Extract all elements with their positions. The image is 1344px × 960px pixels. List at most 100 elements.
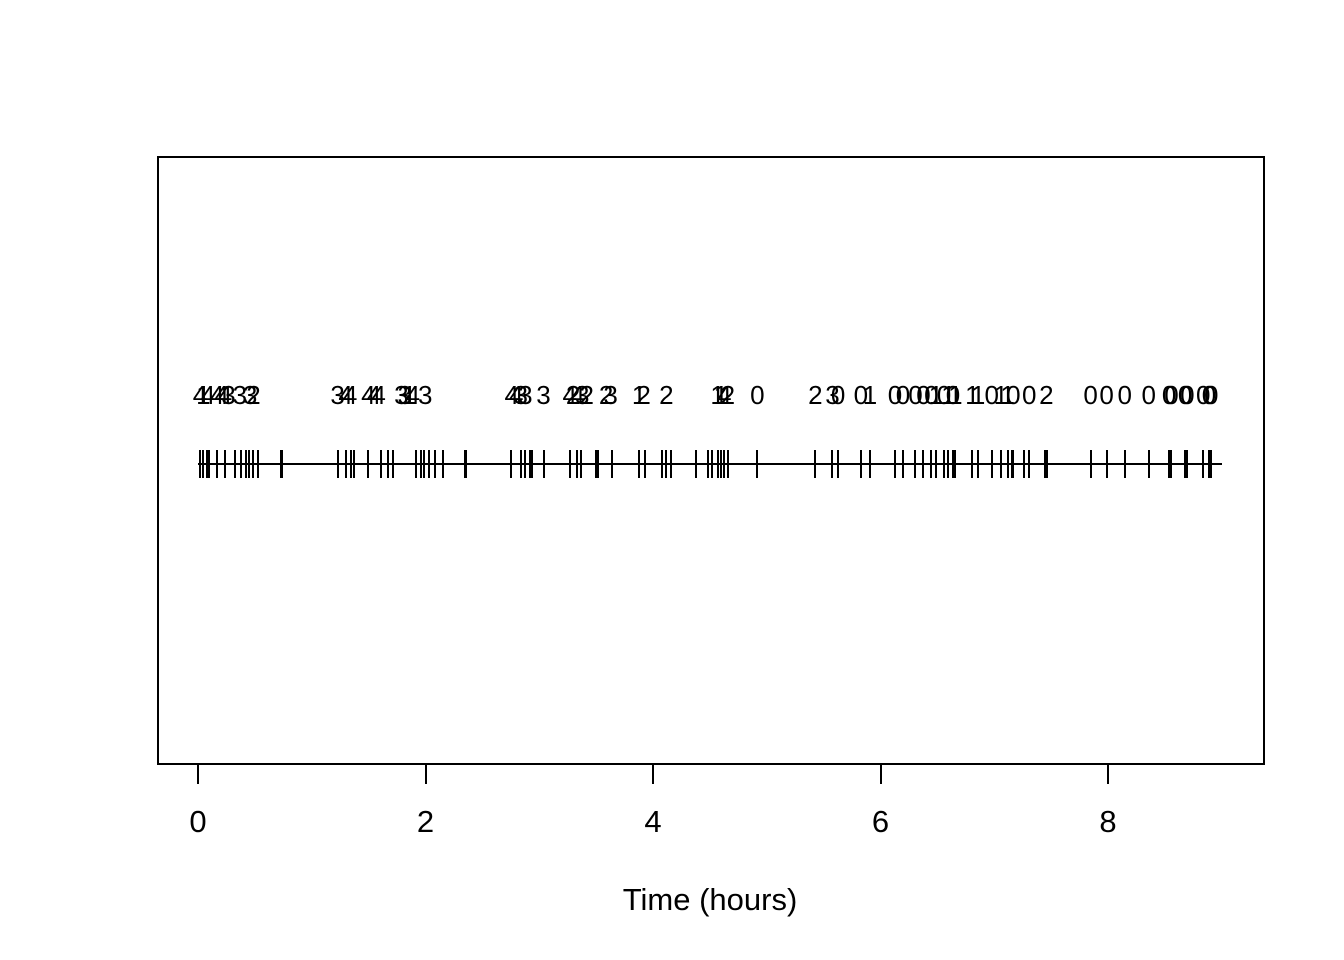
timeline-axis-line bbox=[198, 463, 1223, 465]
event-rug-tick bbox=[531, 450, 534, 478]
x-axis-tick-label: 4 bbox=[644, 804, 662, 839]
event-count-label: 0 bbox=[924, 380, 939, 410]
event-count-label: 4 bbox=[214, 380, 229, 410]
event-rug-tick bbox=[202, 450, 205, 478]
event-rug-tick bbox=[1184, 450, 1187, 478]
event-count-label: 0 bbox=[1117, 380, 1133, 410]
event-count-label: 3 bbox=[397, 380, 412, 410]
event-rug-tick bbox=[524, 450, 527, 478]
event-count-label: 4 bbox=[371, 380, 386, 410]
event-count-label: 4 bbox=[717, 380, 732, 410]
event-rug-tick bbox=[930, 450, 933, 478]
event-rug-tick bbox=[465, 450, 468, 478]
event-count-label: 3 bbox=[330, 380, 345, 410]
event-count-label: 4 bbox=[209, 380, 225, 410]
event-rug-tick bbox=[665, 450, 668, 478]
event-count-label: 3 bbox=[513, 380, 528, 410]
event-rug-tick bbox=[597, 450, 600, 478]
event-rug-tick bbox=[434, 450, 437, 478]
event-rug-tick bbox=[280, 450, 283, 478]
event-rug-tick bbox=[1168, 450, 1171, 478]
event-rug-tick bbox=[1028, 450, 1031, 478]
event-count-label: 3 bbox=[242, 380, 258, 410]
event-rug-tick bbox=[922, 450, 925, 478]
event-rug-tick bbox=[942, 450, 945, 478]
x-axis-tick bbox=[424, 763, 427, 784]
event-count-label: 1 bbox=[993, 380, 1009, 410]
event-count-label: 4 bbox=[366, 380, 382, 410]
event-rug-tick bbox=[971, 450, 974, 478]
event-rug-tick bbox=[947, 450, 950, 478]
event-count-label: 0 bbox=[1177, 380, 1193, 410]
event-count-label: 3 bbox=[394, 380, 409, 410]
event-rug-tick bbox=[257, 450, 259, 478]
event-count-label: 0 bbox=[936, 380, 952, 410]
event-count-label: 0 bbox=[916, 380, 931, 410]
event-rug-tick bbox=[719, 450, 722, 478]
event-rug-tick bbox=[350, 450, 353, 478]
event-count-label: 4 bbox=[361, 380, 376, 410]
event-rug-tick bbox=[999, 450, 1002, 478]
event-rug-tick bbox=[542, 450, 545, 478]
event-rug-tick bbox=[415, 450, 418, 478]
event-rug-tick bbox=[1089, 450, 1092, 478]
event-rug-tick bbox=[831, 450, 834, 478]
event-rug-tick bbox=[610, 450, 613, 478]
event-rug-tick bbox=[367, 450, 370, 478]
event-count-label: 0 bbox=[1083, 380, 1098, 410]
event-rug-tick bbox=[934, 450, 937, 478]
event-rug-tick bbox=[1170, 450, 1173, 478]
event-count-label: 4 bbox=[342, 380, 358, 410]
x-axis-tick bbox=[879, 763, 882, 784]
event-count-label: 4 bbox=[200, 380, 216, 410]
event-count-label: 0 bbox=[895, 380, 911, 410]
event-count-label: 1 bbox=[710, 380, 725, 410]
event-count-label: 0 bbox=[984, 380, 999, 410]
event-count-label: 3 bbox=[232, 380, 248, 410]
event-count-label: 4 bbox=[338, 380, 353, 410]
event-rug-tick bbox=[568, 450, 571, 478]
event-rug-tick bbox=[1012, 450, 1015, 478]
event-rug-tick bbox=[205, 450, 208, 478]
event-count-label: 1 bbox=[631, 380, 647, 410]
event-rug-tick bbox=[990, 450, 993, 478]
event-rug-tick bbox=[594, 450, 597, 478]
event-count-label: 3 bbox=[518, 380, 533, 410]
event-rug-tick bbox=[580, 450, 583, 478]
event-count-label: 3 bbox=[603, 380, 618, 410]
event-count-label: 4 bbox=[405, 380, 420, 410]
event-rug-tick bbox=[386, 450, 389, 478]
event-count-label: 1 bbox=[948, 380, 963, 410]
event-rug-tick bbox=[723, 450, 726, 478]
event-rug-tick bbox=[244, 450, 247, 478]
event-count-label: 0 bbox=[1022, 380, 1037, 410]
event-rug-tick bbox=[1011, 450, 1014, 478]
event-rug-tick bbox=[643, 450, 646, 478]
event-rug-tick bbox=[575, 450, 578, 478]
event-count-label: 0 bbox=[1006, 380, 1021, 410]
event-rug-tick bbox=[1147, 450, 1150, 478]
event-count-label: 0 bbox=[908, 380, 923, 410]
event-count-label: 0 bbox=[853, 380, 869, 410]
event-count-label: 4 bbox=[504, 380, 519, 410]
event-count-label: 0 bbox=[945, 380, 961, 410]
event-count-label: 2 bbox=[579, 380, 594, 410]
event-rug-tick bbox=[464, 450, 467, 478]
event-count-label: 4 bbox=[570, 380, 585, 410]
event-rug-tick bbox=[1006, 450, 1009, 478]
event-count-label: 1 bbox=[965, 380, 980, 410]
event-count-label: 0 bbox=[1204, 380, 1219, 410]
event-rug-tick bbox=[1186, 450, 1189, 478]
event-rug-tick bbox=[894, 450, 896, 478]
event-rug-tick bbox=[239, 450, 242, 478]
event-count-label: 0 bbox=[1180, 380, 1195, 410]
event-count-label: 2 bbox=[565, 380, 581, 410]
event-rug-tick bbox=[1210, 450, 1213, 478]
event-count-label: 3 bbox=[536, 380, 551, 410]
event-rug-tick bbox=[977, 450, 980, 478]
event-rug-tick bbox=[1105, 450, 1108, 478]
x-axis-tick-label: 6 bbox=[871, 804, 890, 839]
event-rug-tick bbox=[392, 450, 395, 478]
event-count-label: 1 bbox=[196, 380, 211, 410]
